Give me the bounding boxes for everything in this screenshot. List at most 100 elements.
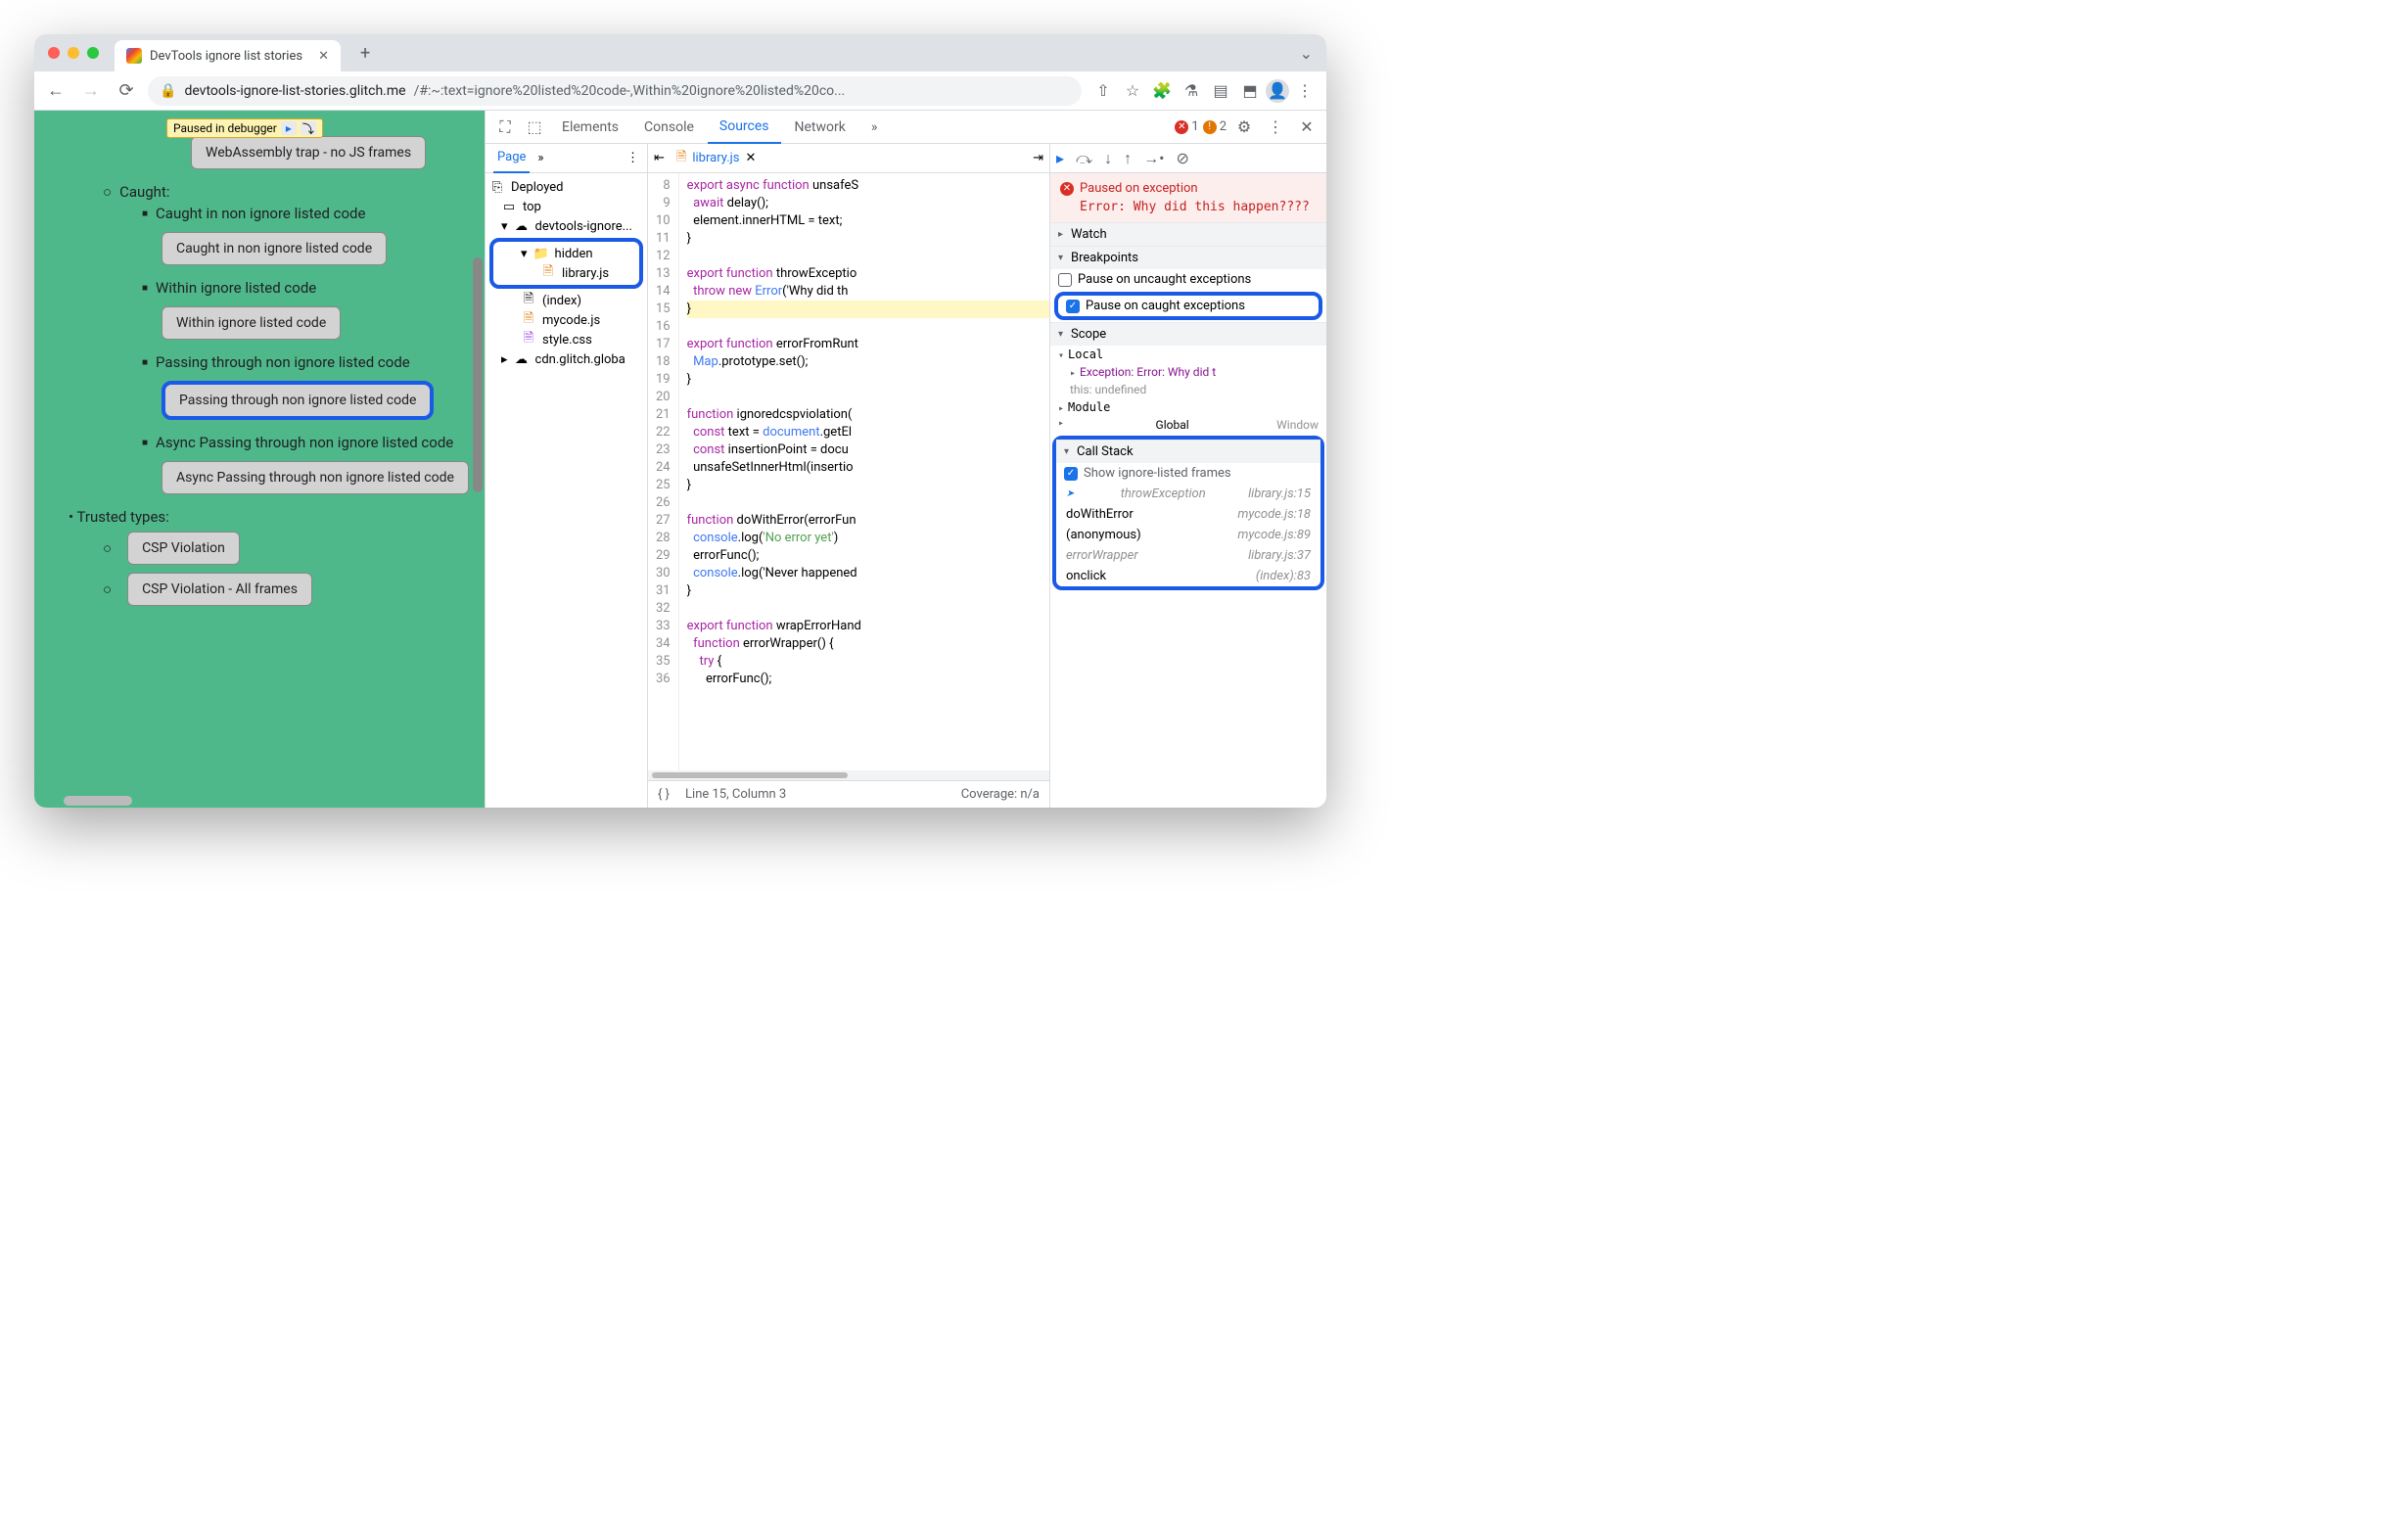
menu-icon[interactable]: ⋮ (1291, 77, 1319, 105)
tab-sources[interactable]: Sources (708, 111, 781, 144)
pause-title: Paused on exception (1080, 181, 1198, 196)
urlbar: ← → ⟳ 🔒 devtools-ignore-list-stories.gli… (34, 71, 1326, 111)
step-into-button[interactable]: ↓ (1104, 149, 1112, 168)
callstack-section[interactable]: Call Stack (1056, 440, 1320, 463)
bookmark-icon[interactable]: ☆ (1119, 77, 1146, 105)
maximize-window-button[interactable] (87, 47, 99, 59)
settings-icon[interactable]: ⚙ (1230, 114, 1258, 141)
devtools-menu-icon[interactable]: ⋮ (1262, 114, 1289, 141)
share-icon[interactable]: ⇧ (1089, 77, 1117, 105)
editor-nav-icon[interactable]: ⇤ (654, 151, 665, 165)
tree-index[interactable]: 🗎(index) (486, 291, 647, 310)
tree-deployed[interactable]: ⎘Deployed (486, 177, 647, 197)
tab-console[interactable]: Console (632, 111, 706, 144)
resume-icon[interactable]: ▸ (281, 121, 297, 135)
close-window-button[interactable] (48, 47, 60, 59)
tab-network[interactable]: Network (783, 111, 857, 144)
async-label: Async Passing through non ignore listed … (142, 434, 475, 451)
editor-h-scroll[interactable] (648, 770, 1049, 780)
devtools-close-icon[interactable]: ✕ (1293, 114, 1320, 141)
editor-tab-close[interactable]: ✕ (745, 151, 756, 165)
tab-more[interactable]: » (859, 111, 890, 144)
stack-frame[interactable]: errorWrapperlibrary.js:37 (1056, 545, 1320, 566)
page-content: WebAssembly trap - no JS frames Caught: … (34, 111, 485, 622)
scope-module[interactable]: Module (1050, 398, 1326, 416)
forward-button[interactable]: → (77, 77, 105, 105)
tree-origin[interactable]: ▾☁devtools-ignore... (486, 216, 647, 236)
url-domain: devtools-ignore-list-stories.glitch.me (184, 83, 405, 99)
breakpoints-section[interactable]: Breakpoints (1050, 246, 1326, 269)
step-over-button[interactable]: ⤼ (1076, 149, 1092, 168)
editor-file-tab[interactable]: 🗎 library.js ✕ (671, 148, 762, 169)
stack-frame[interactable]: onclick(index):83 (1056, 566, 1320, 586)
step-out-button[interactable]: ↑ (1124, 149, 1132, 168)
page-tab[interactable]: Page (493, 144, 530, 173)
deactivate-bp-button[interactable]: ⊘ (1177, 149, 1189, 167)
back-button[interactable]: ← (42, 77, 69, 105)
bp-caught-row[interactable]: ✓Pause on caught exceptions (1058, 296, 1319, 316)
browser-tab[interactable]: DevTools ignore list stories ✕ (115, 40, 341, 71)
page-area: Paused in debugger ▸ ⤵ WebAssembly trap … (34, 111, 485, 808)
csp1-row: CSP Violation (103, 530, 475, 567)
passing-button[interactable]: Passing through non ignore listed code (162, 381, 434, 420)
code-editor: ⇤ 🗎 library.js ✕ ⇥ 8 9 10 11 12 13 14 15… (648, 144, 1050, 808)
step-button[interactable]: →• (1143, 149, 1164, 168)
tree-top[interactable]: ▭top (486, 197, 647, 216)
bp-uncaught-row[interactable]: Pause on uncaught exceptions (1050, 269, 1326, 290)
tab-close-button[interactable]: ✕ (318, 49, 329, 64)
caught-button[interactable]: Caught in non ignore listed code (162, 232, 387, 265)
side-panel-icon[interactable]: ▤ (1207, 77, 1234, 105)
scope-local[interactable]: Local (1050, 346, 1326, 363)
scope-section[interactable]: Scope (1050, 322, 1326, 346)
tree-cdn[interactable]: ▸☁cdn.glitch.globa (486, 349, 647, 369)
csp1-button[interactable]: CSP Violation (127, 532, 240, 565)
page-scrollbar[interactable] (473, 257, 483, 492)
paused-in-debugger-badge: Paused in debugger ▸ ⤵ (166, 118, 323, 138)
wasm-trap-button[interactable]: WebAssembly trap - no JS frames (191, 136, 426, 169)
callstack-highlight: Call Stack ✓Show ignore-listed frames th… (1052, 436, 1324, 590)
minimize-window-button[interactable] (68, 47, 79, 59)
within-button[interactable]: Within ignore listed code (162, 306, 341, 340)
watch-section[interactable]: Watch (1050, 222, 1326, 246)
tab-elements[interactable]: Elements (550, 111, 630, 144)
scope-exception[interactable]: Exception: Error: Why did t (1050, 363, 1326, 381)
extensions-icon[interactable]: 🧩 (1148, 77, 1176, 105)
labs-icon[interactable]: ⚗ (1178, 77, 1205, 105)
trusted-header: • Trusted types: (69, 508, 475, 526)
tree-hidden-folder[interactable]: ▾📁hidden (497, 244, 635, 263)
async-button[interactable]: Async Passing through non ignore listed … (162, 461, 469, 494)
format-icon[interactable]: { } (658, 787, 670, 802)
device-icon[interactable]: ⬚ (521, 114, 548, 141)
resume-button[interactable]: ▸ (1056, 149, 1064, 167)
reload-button[interactable]: ⟳ (113, 77, 140, 105)
inspect-icon[interactable]: ⛶ (491, 114, 519, 141)
code-area[interactable]: 8 9 10 11 12 13 14 15 16 17 18 19 20 21 … (648, 173, 1049, 770)
navigator-more[interactable]: » (537, 151, 543, 165)
page-h-scrollbar[interactable] (64, 796, 132, 806)
tab-overflow-button[interactable]: ⌄ (1300, 44, 1313, 63)
caught-header: Caught: (103, 183, 475, 201)
tree-library-file[interactable]: 🗎library.js (497, 263, 635, 283)
install-icon[interactable]: ⬒ (1236, 77, 1264, 105)
stack-frame[interactable]: doWithErrormycode.js:18 (1056, 504, 1320, 525)
show-ignored-row[interactable]: ✓Show ignore-listed frames (1056, 463, 1320, 484)
new-tab-button[interactable]: + (360, 43, 370, 64)
editor-status-bar: { } Line 15, Column 3 Coverage: n/a (648, 780, 1049, 808)
scope-global[interactable]: GlobalWindow (1050, 416, 1326, 434)
csp2-button[interactable]: CSP Violation - All frames (127, 573, 312, 606)
navigator-menu-icon[interactable]: ⋮ (626, 151, 639, 165)
editor-tabs: ⇤ 🗎 library.js ✕ ⇥ (648, 144, 1049, 173)
navigator-tabs: Page » ⋮ (486, 144, 647, 173)
cursor-position: Line 15, Column 3 (685, 787, 786, 802)
profile-avatar[interactable]: 👤 (1266, 79, 1289, 103)
stack-frame[interactable]: throwExceptionlibrary.js:15 (1056, 484, 1320, 504)
url-field[interactable]: 🔒 devtools-ignore-list-stories.glitch.me… (148, 76, 1082, 106)
devtools-body: Page » ⋮ ⎘Deployed ▭top ▾☁devtools-ignor… (486, 144, 1326, 808)
stack-frame[interactable]: (anonymous)mycode.js:89 (1056, 525, 1320, 545)
tree-style[interactable]: 🗎style.css (486, 330, 647, 349)
tree-mycode[interactable]: 🗎mycode.js (486, 310, 647, 330)
error-badge[interactable]: ✕1 (1175, 119, 1198, 134)
editor-collapse-icon[interactable]: ⇥ (1033, 151, 1043, 165)
warn-badge[interactable]: !2 (1203, 119, 1227, 134)
step-over-icon[interactable]: ⤵ (301, 121, 316, 135)
